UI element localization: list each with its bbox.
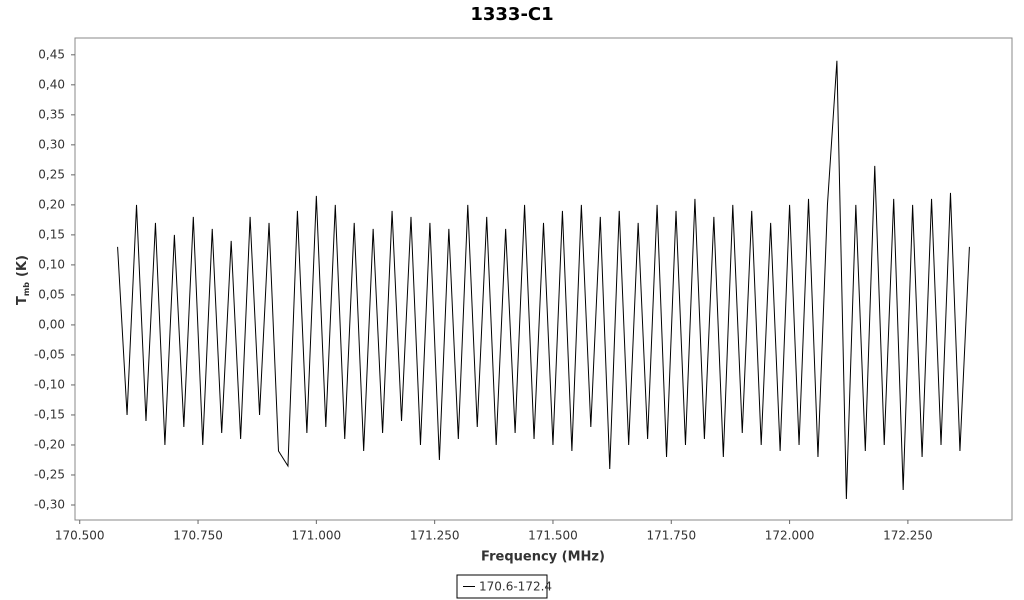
x-axis-title: Frequency (MHz)	[481, 550, 605, 565]
y-tick-label: -0,25	[34, 467, 65, 481]
legend-label: 170.6-172.4	[479, 580, 552, 594]
y-tick-label: 0,40	[38, 77, 65, 91]
y-tick-label: 0,35	[38, 107, 65, 121]
x-tick-label: 171.250	[410, 529, 460, 543]
chart-title: 1333-C1	[470, 4, 553, 25]
x-tick-label: 170.750	[173, 529, 223, 543]
y-tick-label: 0,45	[38, 47, 65, 61]
y-tick-label: -0,15	[34, 407, 65, 421]
y-tick-label: 0,05	[38, 287, 65, 301]
y-tick-label: -0,10	[34, 377, 65, 391]
y-axis-title: Tmb (K)	[15, 255, 31, 305]
x-tick-label: 171.750	[646, 529, 696, 543]
x-tick-label: 171.500	[528, 529, 578, 543]
y-axis-title-sub: mb	[22, 282, 31, 296]
x-tick-label: 172.250	[883, 529, 933, 543]
x-tick-label: 172.000	[765, 529, 815, 543]
spectrum-line	[117, 60, 970, 500]
y-tick-label: 0,20	[38, 197, 65, 211]
y-axis-title-unit: (K)	[15, 255, 30, 277]
y-tick-label: 0,30	[38, 137, 65, 151]
x-tick-label: 171.000	[292, 529, 342, 543]
y-tick-label: 0,15	[38, 227, 65, 241]
plot-frame	[74, 37, 1013, 521]
x-tick-label: 170.500	[55, 529, 105, 543]
y-tick-label: 0,10	[38, 257, 65, 271]
y-tick-label: 0,25	[38, 167, 65, 181]
y-tick-label: -0,05	[34, 347, 65, 361]
y-tick-label: -0,20	[34, 437, 65, 451]
y-tick-label: -0,30	[34, 497, 65, 511]
y-axis-title-main: T	[15, 296, 30, 305]
legend-box	[456, 574, 548, 599]
y-tick-label: 0,00	[38, 317, 65, 331]
